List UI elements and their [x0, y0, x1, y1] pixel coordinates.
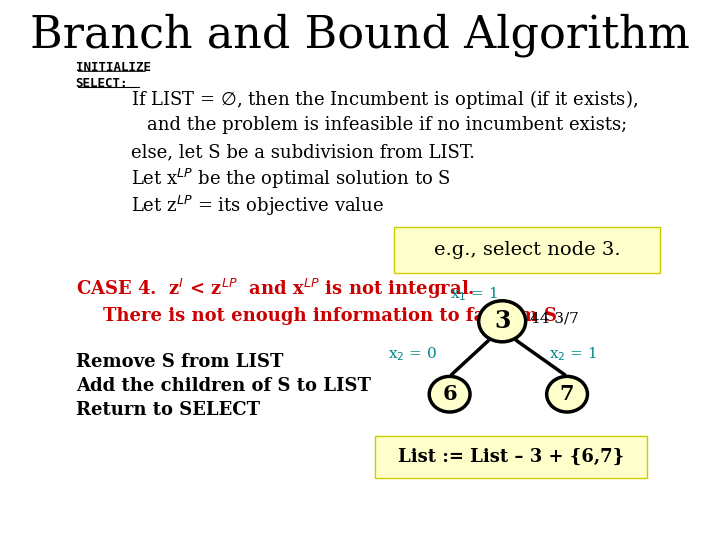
Text: and the problem is infeasible if no incumbent exists;: and the problem is infeasible if no incu…	[147, 116, 627, 134]
Text: CASE 4.  z$^I$ < z$^{LP}$  and x$^{LP}$ is not integral.: CASE 4. z$^I$ < z$^{LP}$ and x$^{LP}$ is…	[76, 277, 474, 301]
Text: x$_1$ = 1: x$_1$ = 1	[450, 286, 498, 303]
Text: Return to SELECT: Return to SELECT	[76, 401, 260, 420]
Text: e.g., select node 3.: e.g., select node 3.	[433, 241, 620, 259]
FancyBboxPatch shape	[375, 436, 647, 478]
Text: x$_2$ = 0: x$_2$ = 0	[388, 345, 437, 362]
Circle shape	[479, 301, 526, 342]
Text: Let x$^{LP}$ be the optimal solution to S: Let x$^{LP}$ be the optimal solution to …	[131, 167, 451, 191]
Text: List := List – 3 + {6,7}: List := List – 3 + {6,7}	[398, 448, 624, 466]
Text: Add the children of S to LIST: Add the children of S to LIST	[76, 377, 371, 395]
Text: Let z$^{LP}$ = its objective value: Let z$^{LP}$ = its objective value	[131, 194, 384, 218]
Text: SELECT:: SELECT:	[76, 77, 128, 90]
Text: 7: 7	[560, 384, 575, 404]
Text: If LIST = $\varnothing$, then the Incumbent is optimal (if it exists),: If LIST = $\varnothing$, then the Incumb…	[131, 89, 639, 111]
Text: Remove S from LIST: Remove S from LIST	[76, 353, 283, 371]
Text: 44 3/7: 44 3/7	[530, 312, 579, 326]
Text: else, let S be a subdivision from LIST.: else, let S be a subdivision from LIST.	[131, 143, 475, 161]
Circle shape	[546, 376, 588, 412]
Text: 3: 3	[494, 309, 510, 333]
Text: There is not enough information to fathom S: There is not enough information to fatho…	[104, 307, 557, 325]
FancyBboxPatch shape	[394, 227, 660, 273]
Text: INITIALIZE: INITIALIZE	[76, 61, 150, 74]
Text: 6: 6	[442, 384, 457, 404]
Circle shape	[429, 376, 470, 412]
Text: Branch and Bound Algorithm: Branch and Bound Algorithm	[30, 14, 690, 57]
Text: x$_2$ = 1: x$_2$ = 1	[549, 345, 598, 362]
